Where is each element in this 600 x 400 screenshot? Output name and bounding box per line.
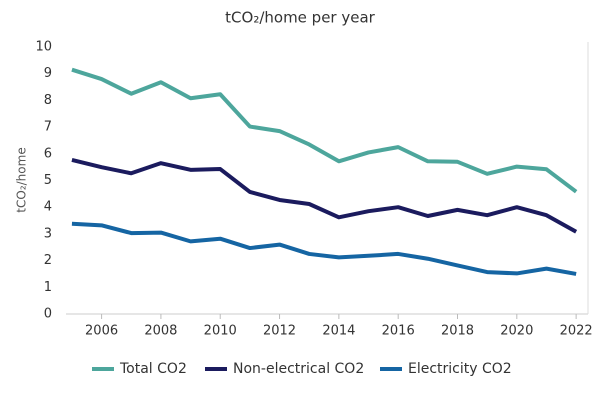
legend-label: Non-electrical CO2 — [233, 361, 364, 377]
y-tick-label: 3 — [44, 226, 52, 241]
y-tick-label: 10 — [35, 40, 52, 55]
x-tick-label: 2016 — [382, 324, 415, 339]
y-tick-label: 9 — [44, 66, 52, 81]
y-tick-label: 4 — [44, 200, 52, 215]
y-axis-label: tCO₂/home — [15, 147, 29, 212]
chart-title: tCO₂/home per year — [225, 9, 376, 27]
x-tick-label: 2018 — [441, 324, 474, 339]
x-tick-label: 2006 — [85, 324, 118, 339]
x-tick-label: 2020 — [500, 324, 533, 339]
x-tick-label: 2010 — [204, 324, 237, 339]
x-tick-label: 2022 — [560, 324, 593, 339]
legend-label: Total CO2 — [119, 361, 187, 377]
y-tick-label: 7 — [44, 120, 52, 135]
series-line — [71, 67, 578, 194]
y-tick-label: 5 — [44, 173, 52, 188]
y-tick-label: 1 — [44, 280, 52, 295]
y-tick-label: 0 — [44, 307, 52, 322]
y-tick-label: 2 — [44, 253, 52, 268]
y-tick-label: 8 — [44, 93, 52, 108]
series-line — [71, 221, 577, 276]
x-tick-label: 2012 — [263, 324, 296, 339]
y-tick-label: 6 — [44, 146, 52, 161]
x-tick-label: 2008 — [144, 324, 177, 339]
legend-label: Electricity CO2 — [408, 361, 512, 377]
series-line — [71, 157, 578, 234]
x-tick-label: 2014 — [322, 324, 355, 339]
